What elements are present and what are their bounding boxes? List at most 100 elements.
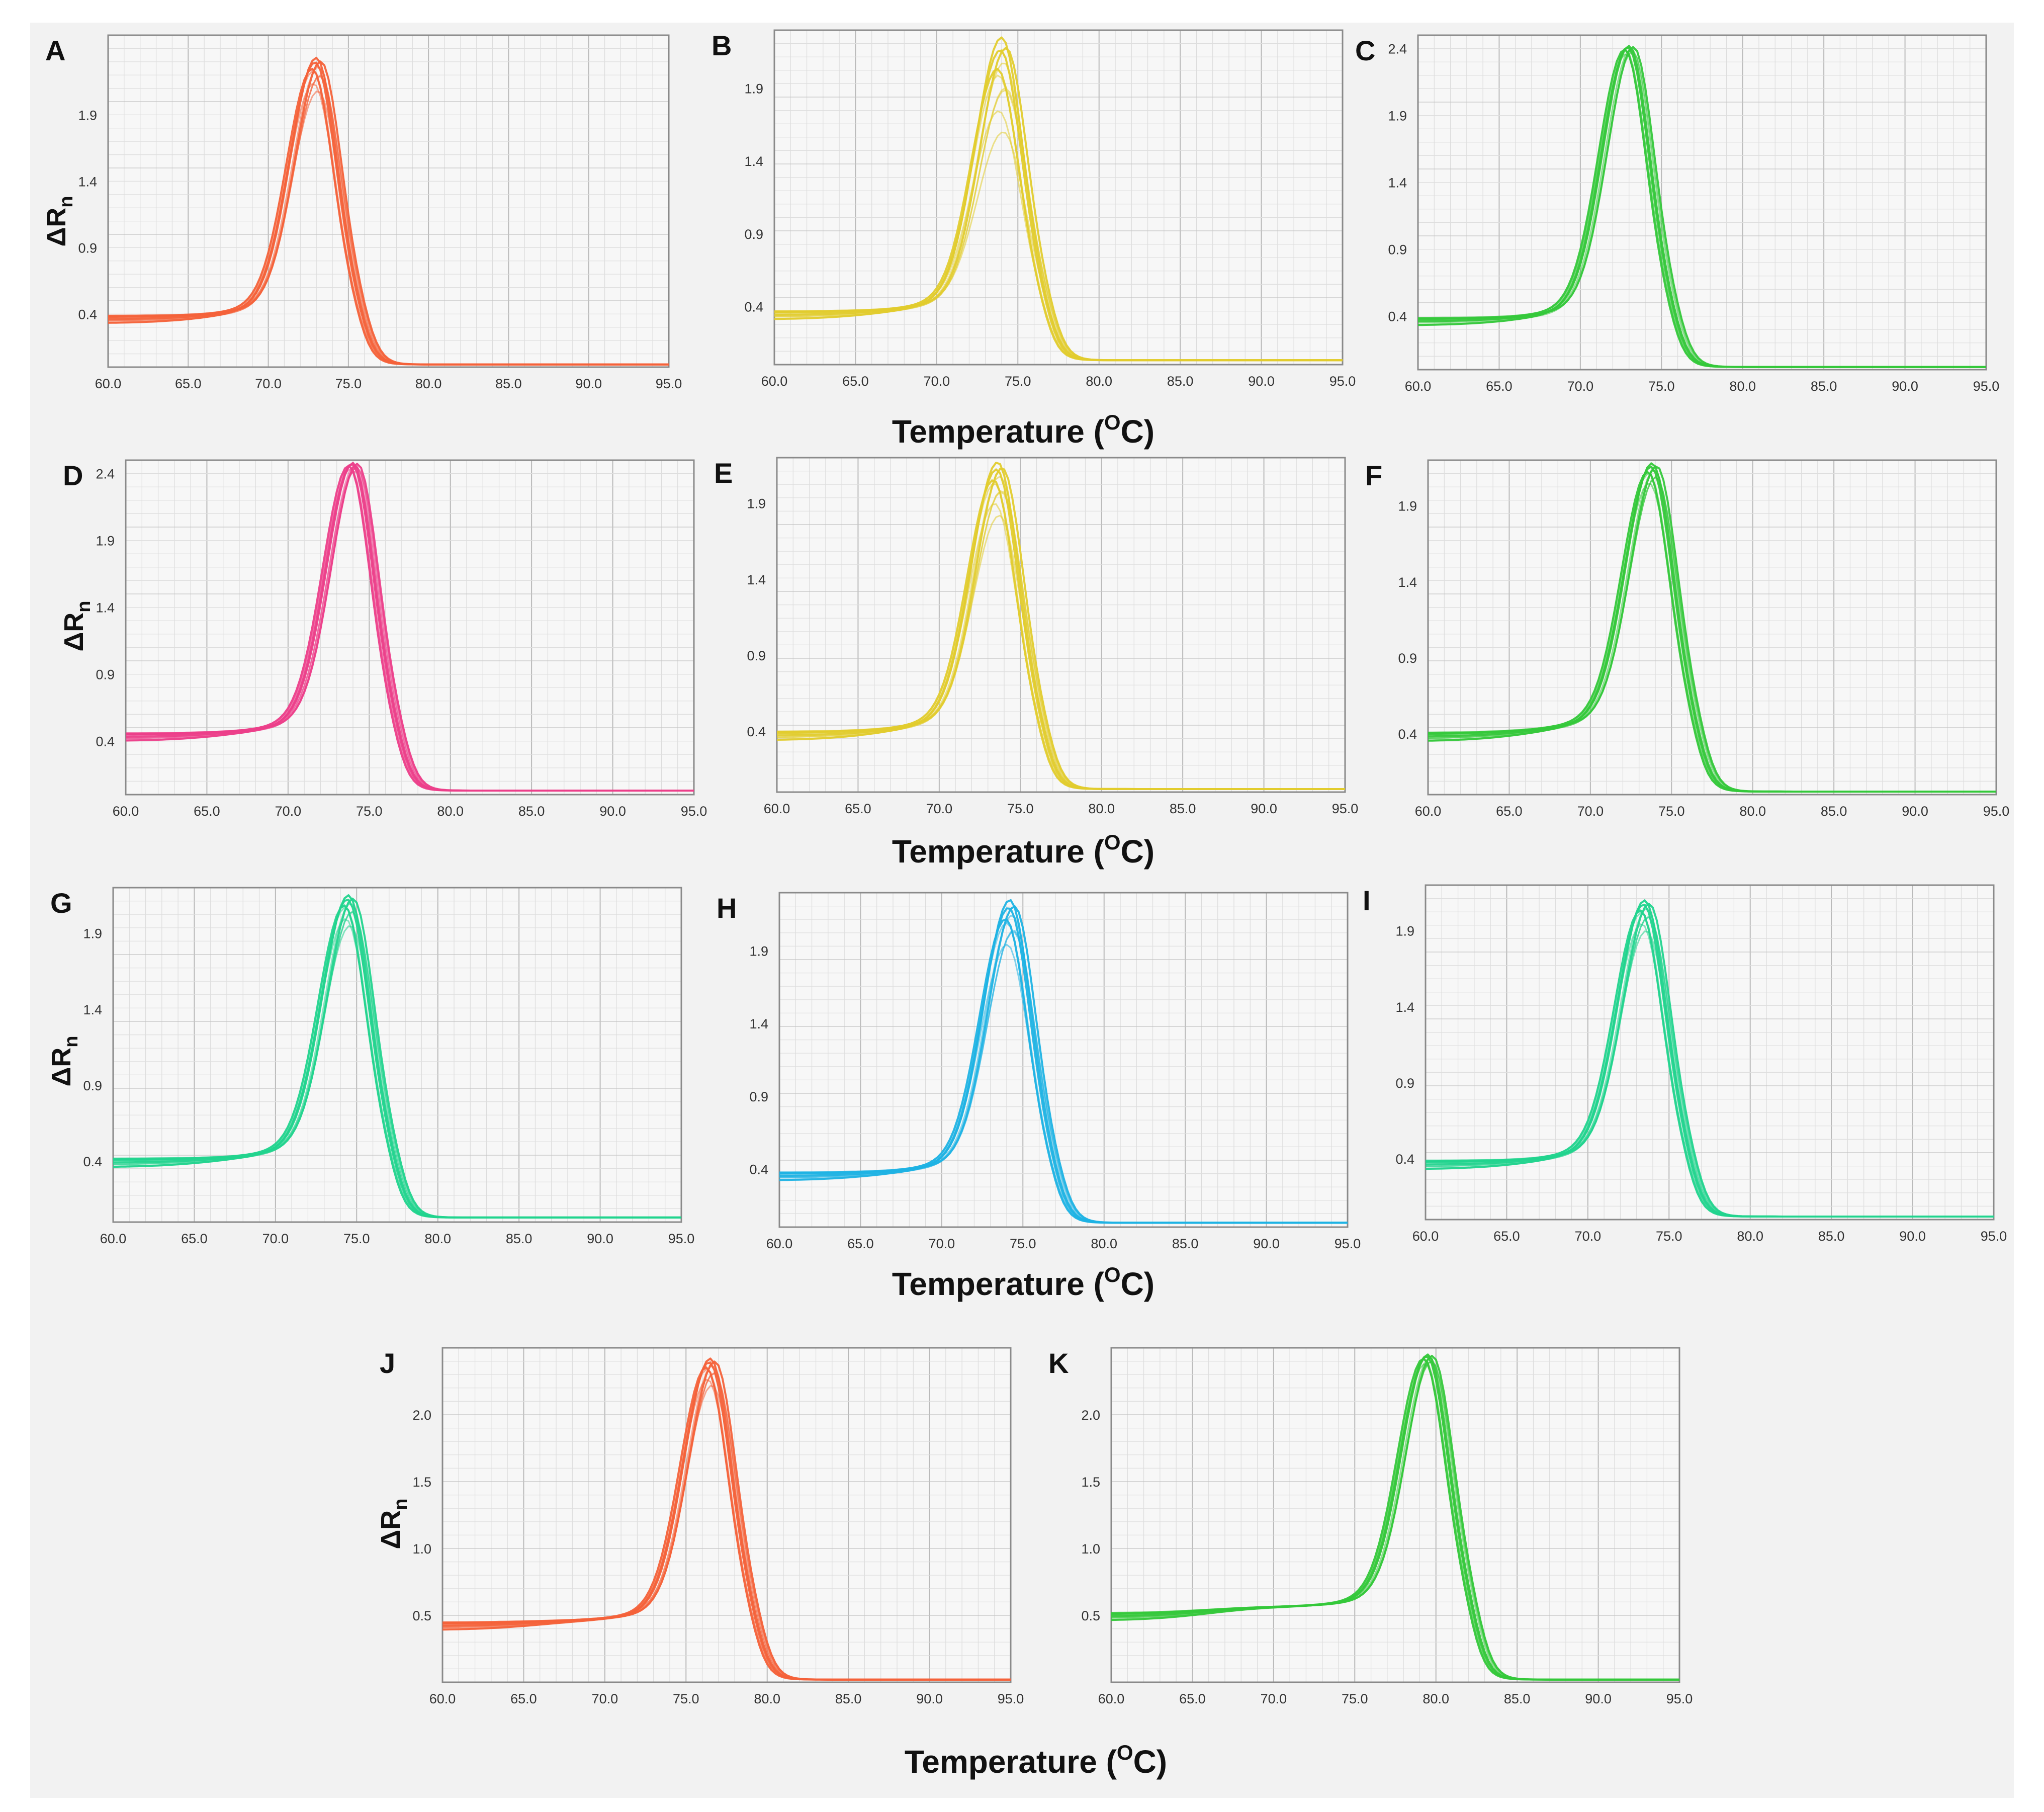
panel-G: 60.0 65.0 70.0 75.0 80.0 85.0 90.0 95.0 0.4 0.9 1.…: [46, 887, 694, 1246]
plot-area: [1418, 35, 1986, 370]
x-axis-title-row4: Temperature (OC): [905, 1741, 1167, 1780]
x-tick-label: 80.0: [1088, 801, 1115, 816]
panel-letter: K: [1048, 1347, 1069, 1379]
x-tick-label: 70.0: [1575, 1229, 1602, 1244]
y-tick-label: 0.4: [749, 1162, 768, 1177]
melt-curve-F-9: [1428, 476, 1996, 793]
plot-frame: [112, 887, 682, 1223]
x-tick-label: 75.0: [1007, 801, 1034, 816]
x-tick-label: 85.0: [506, 1231, 532, 1246]
y-tick-label: 0.9: [1395, 1076, 1414, 1091]
x-tick-label: 85.0: [1172, 1236, 1199, 1251]
x-tick-label: 95.0: [1329, 374, 1356, 389]
y-tick-label: 0.4: [747, 724, 766, 739]
x-axis-title-row2: Temperature (OC): [892, 830, 1154, 870]
x-tick-label: 90.0: [1902, 804, 1928, 819]
y-tick-label: 0.9: [1388, 242, 1407, 257]
panel-K: 60.0 65.0 70.0 75.0 80.0 85.0 90.0 95.0 0.5 1.0 1.…: [1048, 1347, 1693, 1706]
x-axis-title-row1: Temperature (OC): [892, 410, 1154, 450]
x-tick-label: 60.0: [1412, 1229, 1439, 1244]
x-tick-label: 60.0: [1405, 379, 1432, 394]
plot-frame: [441, 1347, 1012, 1683]
x-tick-label: 75.0: [1010, 1236, 1036, 1251]
panel-C: 60.0 65.0 70.0 75.0 80.0 85.0 90.0 95.0 0.4 0.9 1.…: [1355, 34, 2000, 394]
panel-letter: A: [45, 35, 65, 66]
melt-curve-K-9: [1111, 1360, 1679, 1681]
panel-E: 60.0 65.0 70.0 75.0 80.0 85.0 90.0 95.0 0.4 0.9 1.…: [714, 457, 1358, 816]
y-tick-label: 0.5: [1081, 1608, 1100, 1623]
x-tick-label: 90.0: [1251, 801, 1277, 816]
plot-frame: [1417, 34, 1987, 371]
x-tick-label: 75.0: [673, 1691, 699, 1706]
x-tick-label: 90.0: [916, 1691, 943, 1706]
x-tick-label: 75.0: [1648, 379, 1675, 394]
x-tick-label: 90.0: [575, 376, 602, 391]
x-tick-label: 65.0: [510, 1691, 537, 1706]
y-tick-label: 1.9: [1388, 109, 1407, 124]
x-tick-label: 80.0: [1091, 1236, 1117, 1251]
melt-curve-J-10: [442, 1385, 1011, 1681]
y-tick-label: 2.4: [96, 467, 115, 482]
x-tick-label: 95.0: [681, 804, 707, 819]
x-tick-label: 95.0: [998, 1691, 1024, 1706]
y-tick-label: 0.9: [1398, 651, 1417, 666]
y-tick-label: 0.9: [744, 227, 763, 242]
x-tick-label: 75.0: [1342, 1691, 1368, 1706]
x-tick-label: 80.0: [1737, 1229, 1763, 1244]
plot-frame: [1427, 459, 1997, 796]
y-tick-label: 1.9: [96, 534, 115, 549]
y-tick-label: 0.9: [96, 667, 115, 682]
y-tick-label: 2.0: [412, 1408, 431, 1423]
y-tick-label: 1.9: [749, 944, 768, 959]
y-tick-label: 1.4: [83, 1002, 102, 1017]
y-tick-label: 0.4: [744, 299, 763, 314]
x-tick-label: 90.0: [1253, 1236, 1280, 1251]
x-tick-label: 90.0: [1892, 379, 1918, 394]
y-tick-label: 0.4: [96, 734, 115, 749]
plot-area: [126, 460, 694, 795]
y-tick-label: 1.4: [1388, 176, 1407, 191]
x-tick-label: 80.0: [437, 804, 464, 819]
x-tick-label: 75.0: [335, 376, 362, 391]
panel-letter: D: [63, 460, 83, 491]
x-tick-label: 70.0: [255, 376, 282, 391]
x-tick-label: 70.0: [275, 804, 302, 819]
y-tick-label: 0.9: [749, 1089, 768, 1104]
x-tick-label: 65.0: [1496, 804, 1523, 819]
x-tick-label: 85.0: [1167, 374, 1194, 389]
y-tick-label: 1.4: [78, 174, 97, 189]
x-tick-label: 95.0: [1335, 1236, 1361, 1251]
y-tick-label: 1.9: [1398, 499, 1417, 514]
x-tick-label: 65.0: [175, 376, 202, 391]
y-tick-label: 2.0: [1081, 1408, 1100, 1423]
melt-curve-H-9: [779, 930, 1348, 1224]
melt-curve-A-10: [108, 91, 669, 366]
plot-area: [1428, 460, 1996, 795]
y-tick-label: 0.9: [747, 648, 766, 663]
panel-F: 60.0 65.0 70.0 75.0 80.0 85.0 90.0 95.0 0.4 0.9 1.…: [1365, 459, 2009, 819]
y-tick-label: 1.4: [747, 572, 766, 587]
y-tick-label: 0.4: [78, 307, 97, 322]
panel-H: 60.0 65.0 70.0 75.0 80.0 85.0 90.0 95.0 0.4 0.9 1.…: [717, 892, 1361, 1251]
x-tick-label: 95.0: [1666, 1691, 1693, 1706]
plot-area: [777, 458, 1345, 792]
x-tick-label: 90.0: [1248, 374, 1275, 389]
y-tick-label: 1.4: [744, 154, 763, 169]
plot-frame: [1110, 1347, 1680, 1683]
x-tick-label: 60.0: [1415, 804, 1442, 819]
y-tick-label: 1.5: [412, 1475, 431, 1490]
melt-curve-C-8: [1417, 53, 1986, 368]
panel-letter: F: [1365, 460, 1382, 491]
x-tick-label: 95.0: [1973, 379, 2000, 394]
y-tick-label: 0.4: [1388, 309, 1407, 324]
x-tick-label: 75.0: [1658, 804, 1685, 819]
x-tick-label: 65.0: [847, 1236, 874, 1251]
y-tick-label: 1.9: [78, 108, 97, 123]
x-tick-label: 70.0: [926, 801, 953, 816]
y-tick-label: 2.4: [1388, 42, 1407, 57]
panel-I: 60.0 65.0 70.0 75.0 80.0 85.0 90.0 95.0 0.4 0.9 1.…: [1363, 884, 2007, 1244]
panel-letter: J: [380, 1347, 395, 1379]
x-tick-label: 95.0: [668, 1231, 695, 1246]
plot-frame: [778, 892, 1349, 1228]
